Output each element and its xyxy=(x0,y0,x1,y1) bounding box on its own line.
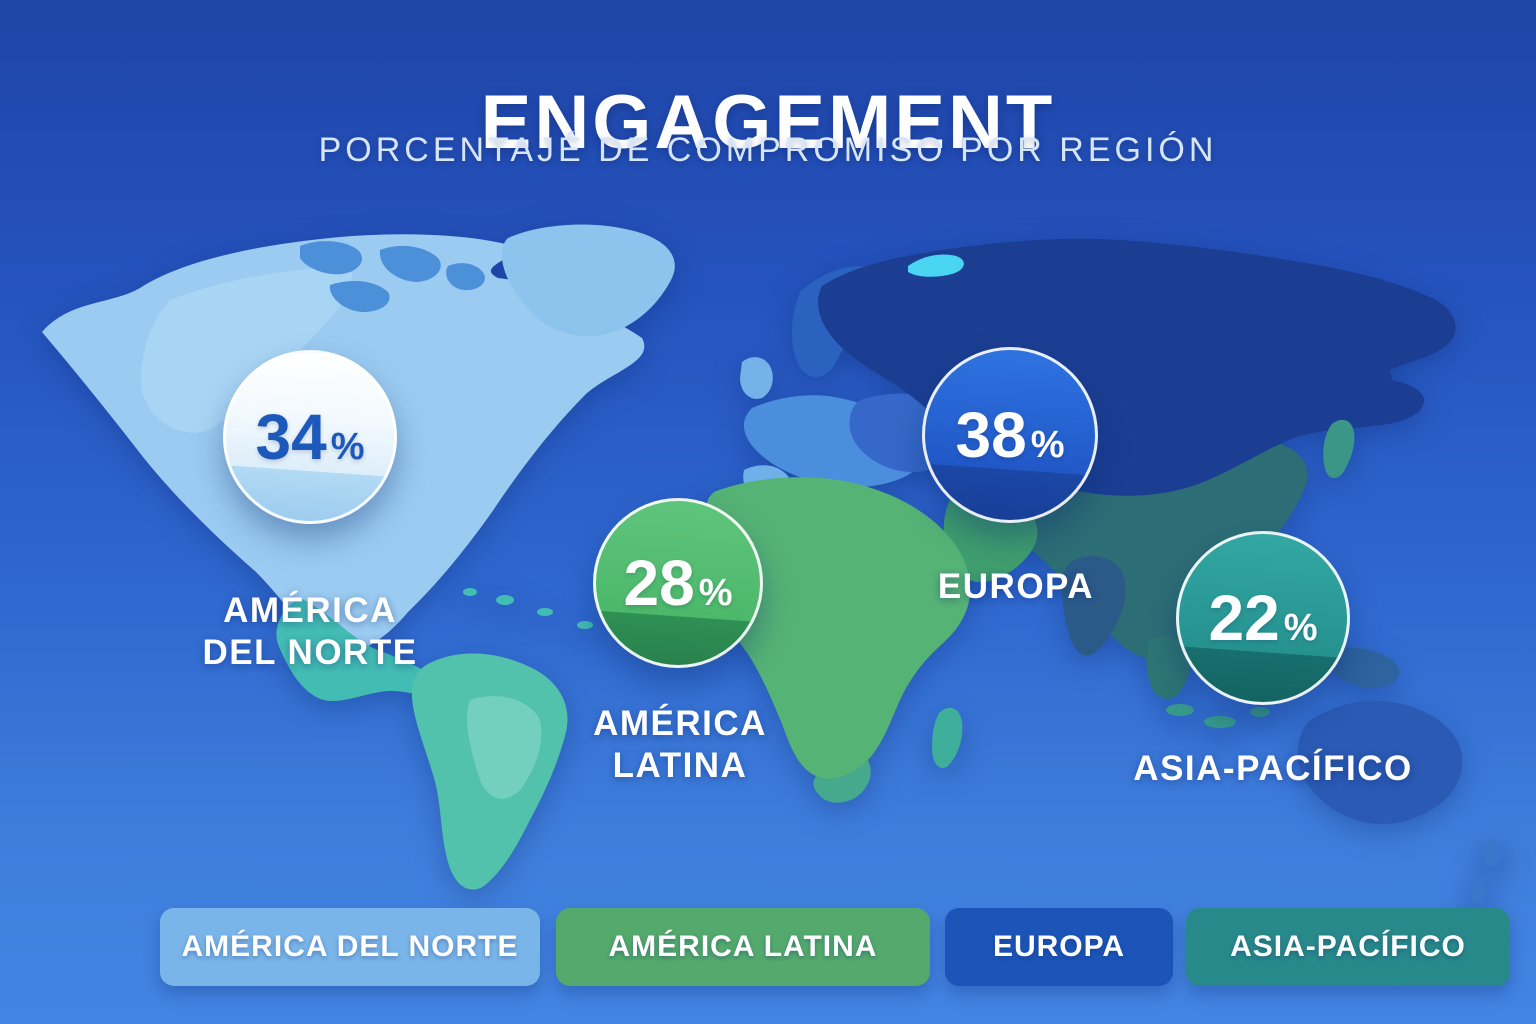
africa-shape xyxy=(699,477,971,780)
asia-pacific-percent-sign: % xyxy=(1283,607,1318,649)
latin-america-value: 28 xyxy=(623,547,695,619)
asia-pacific-label: ASIA-PACÍFICO xyxy=(1083,748,1463,790)
asia-pacific-percent: 22% xyxy=(1209,586,1318,650)
latin-america-label-line2: LATINA xyxy=(612,746,748,785)
north-america-label: AMÉRICA DEL NORTE xyxy=(120,590,500,674)
latin-america-label-line1: AMÉRICA xyxy=(593,704,767,743)
europe-label-line1: EUROPA xyxy=(937,567,1095,606)
latin-america-percent: 28% xyxy=(624,551,733,615)
legend-chip-europa[interactable]: EUROPA xyxy=(945,908,1173,986)
uk-shape xyxy=(740,357,773,399)
madagascar-shape xyxy=(932,707,963,768)
latin-america-label: AMÉRICA LATINA xyxy=(490,703,870,787)
north-america-west-patch xyxy=(140,266,352,433)
kamchatka-shape xyxy=(1358,330,1392,399)
north-america-percent-circle: 34% xyxy=(223,350,397,524)
asia-pacific-percent-circle: 22% xyxy=(1176,531,1350,705)
south-america-patch xyxy=(467,696,542,799)
page-title: ENGAGEMENT xyxy=(480,79,1056,165)
asia-pacific-label-line1: ASIA-PACÍFICO xyxy=(1133,749,1413,788)
asia-pacific-value: 22 xyxy=(1208,582,1280,654)
north-america-value: 34 xyxy=(255,401,327,473)
south-africa-shape xyxy=(813,760,871,803)
europe-label: EUROPA xyxy=(826,566,1206,608)
australia-shape xyxy=(1297,700,1463,824)
north-america-percent: 34% xyxy=(256,405,365,469)
legend-chip-america-latina[interactable]: AMÉRICA LATINA xyxy=(556,908,930,986)
arctic-islands-shape xyxy=(446,263,485,291)
north-america-percent-sign: % xyxy=(330,426,365,468)
europe-percent-sign: % xyxy=(1030,424,1065,466)
europe-value: 38 xyxy=(955,399,1027,471)
north-america-label-line1: AMÉRICA xyxy=(223,591,397,630)
legend-chip-asia-pacifico[interactable]: ASIA-PACÍFICO xyxy=(1186,908,1510,986)
europe-percent-circle: 38% xyxy=(922,347,1098,523)
central-america-shape xyxy=(276,598,462,703)
japan-shape xyxy=(1323,419,1355,479)
new-zealand-shape xyxy=(1471,841,1500,906)
page-subtitle: PORCENTAJÉ DE COMPROMISO POR REGIÓN xyxy=(318,131,1218,169)
arctic-islands-shape xyxy=(379,245,441,282)
europe-percent: 38% xyxy=(956,403,1065,467)
southeast-asia-shape xyxy=(1146,635,1191,699)
legend-chip-america-del-norte[interactable]: AMÉRICA DEL NORTE xyxy=(160,908,540,986)
north-america-label-line2: DEL NORTE xyxy=(202,633,418,672)
water-highlight xyxy=(908,254,964,277)
new-guinea-shape xyxy=(1326,647,1400,688)
arctic-islands-shape xyxy=(329,280,390,312)
latin-america-percent-sign: % xyxy=(698,572,733,614)
caribbean-islands xyxy=(463,588,593,629)
greenland-shape xyxy=(502,224,675,336)
latin-america-percent-circle: 28% xyxy=(593,498,763,668)
arctic-islands-shape xyxy=(300,241,363,275)
india-shape xyxy=(1062,556,1126,656)
